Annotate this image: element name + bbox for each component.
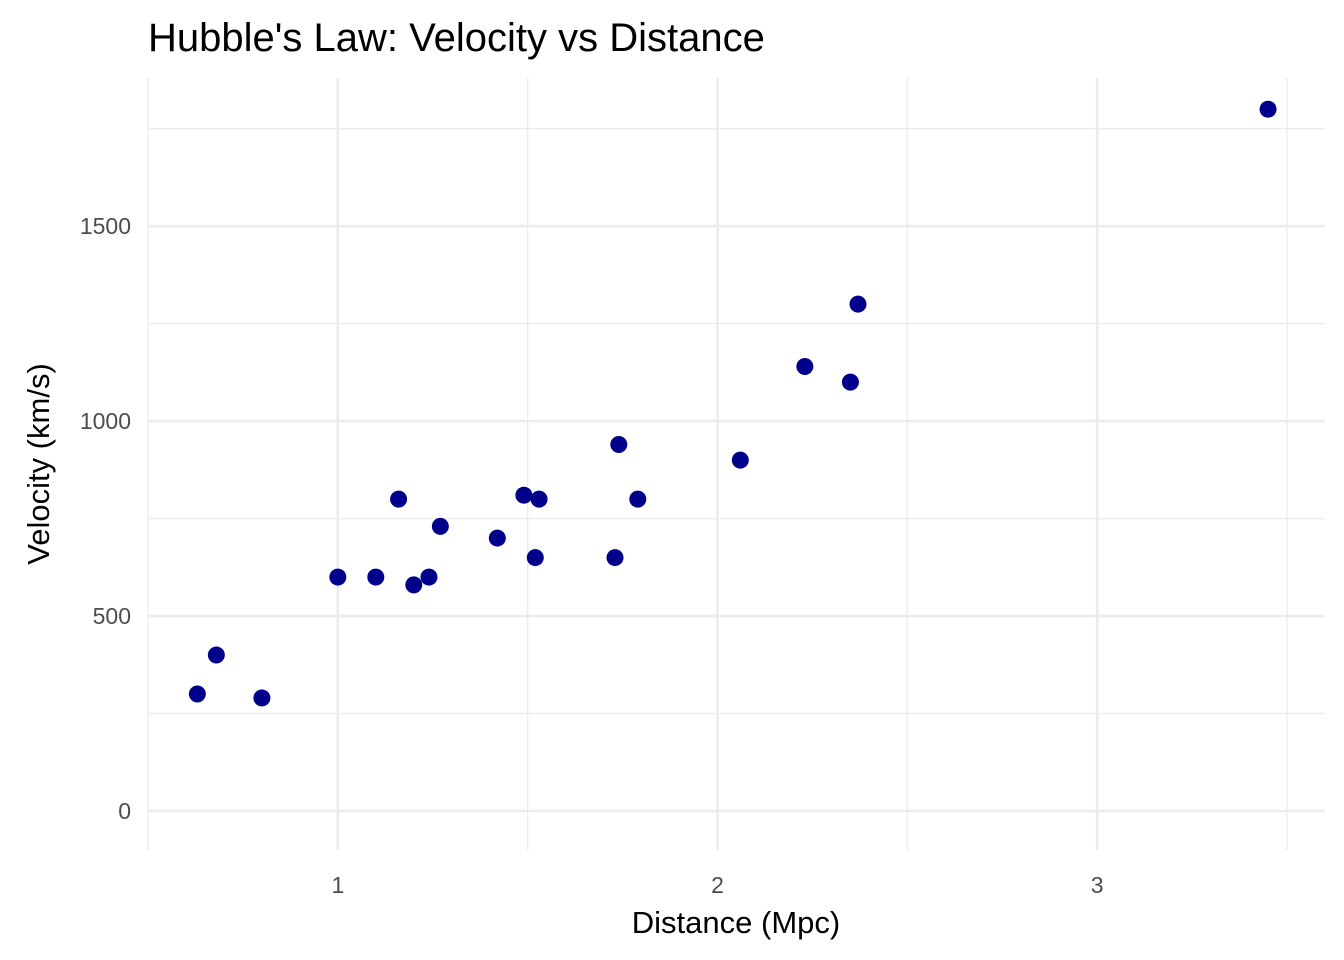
major-grid — [148, 78, 1325, 850]
data-point — [390, 490, 408, 508]
data-point — [526, 549, 544, 567]
data-point — [329, 568, 347, 586]
data-point — [367, 568, 385, 586]
data-point — [515, 486, 533, 504]
data-point — [420, 568, 438, 586]
data-point — [188, 685, 206, 703]
data-point — [405, 576, 423, 594]
y-axis-tick-labels: 0 500 1000 1500 — [80, 213, 131, 824]
x-axis-title: Distance (Mpc) — [632, 905, 840, 940]
y-axis-title: Velocity (km/s) — [21, 363, 56, 565]
data-point — [796, 358, 814, 376]
data-point — [1259, 100, 1277, 118]
y-tick-label: 500 — [93, 603, 131, 629]
y-tick-label: 1500 — [80, 213, 131, 239]
data-points — [188, 100, 1277, 707]
data-point — [530, 490, 548, 508]
data-point — [841, 373, 859, 391]
data-point — [253, 689, 271, 707]
chart-title: Hubble's Law: Velocity vs Distance — [148, 16, 765, 60]
x-axis-tick-labels: 1 2 3 — [331, 872, 1103, 898]
x-tick-label: 3 — [1091, 872, 1104, 898]
data-point — [207, 646, 225, 664]
data-point — [731, 451, 749, 469]
y-tick-label: 0 — [118, 798, 131, 824]
data-point — [849, 295, 867, 313]
y-tick-label: 1000 — [80, 408, 131, 434]
data-point — [610, 436, 628, 454]
data-point — [629, 490, 647, 508]
data-point — [488, 529, 506, 547]
data-point — [606, 549, 624, 567]
data-point — [431, 517, 449, 535]
minor-grid — [147, 78, 1325, 850]
x-tick-label: 1 — [331, 872, 344, 898]
x-tick-label: 2 — [711, 872, 724, 898]
